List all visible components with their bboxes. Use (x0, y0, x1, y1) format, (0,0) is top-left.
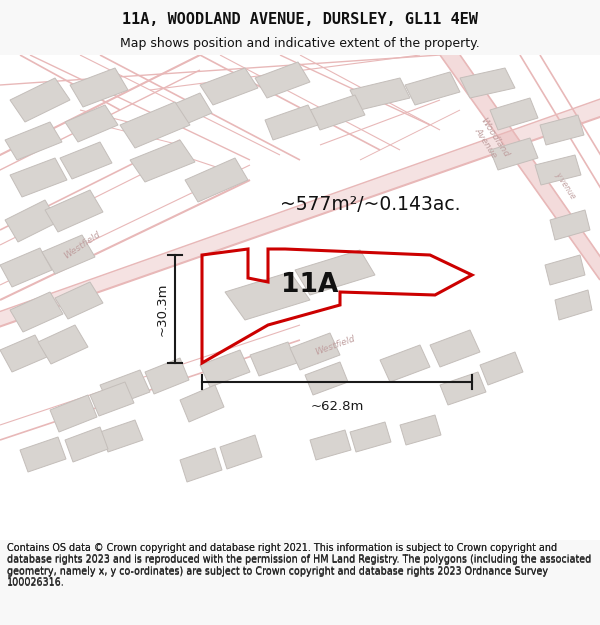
Polygon shape (70, 68, 128, 107)
Polygon shape (350, 422, 391, 452)
Polygon shape (180, 385, 224, 422)
Polygon shape (290, 333, 340, 370)
Polygon shape (65, 427, 108, 462)
Polygon shape (200, 350, 250, 387)
Polygon shape (145, 358, 189, 394)
Polygon shape (550, 210, 590, 240)
Text: Westfield: Westfield (314, 334, 356, 356)
Text: ~62.8m: ~62.8m (310, 400, 364, 413)
Polygon shape (0, 335, 47, 372)
Polygon shape (200, 68, 258, 105)
Polygon shape (350, 78, 410, 110)
Polygon shape (5, 122, 62, 160)
Polygon shape (10, 292, 63, 332)
Polygon shape (490, 138, 538, 170)
Polygon shape (5, 200, 58, 242)
Polygon shape (50, 395, 97, 432)
Polygon shape (480, 352, 523, 385)
Polygon shape (220, 435, 262, 469)
Text: Contains OS data © Crown copyright and database right 2021. This information is : Contains OS data © Crown copyright and d… (7, 543, 592, 588)
Polygon shape (255, 62, 310, 98)
Polygon shape (38, 325, 88, 364)
Polygon shape (265, 105, 318, 140)
Polygon shape (490, 98, 538, 130)
Polygon shape (545, 255, 585, 285)
Polygon shape (250, 342, 297, 376)
Text: Map shows position and indicative extent of the property.: Map shows position and indicative extent… (120, 38, 480, 51)
Text: y venue: y venue (553, 170, 577, 200)
Polygon shape (310, 430, 351, 460)
Polygon shape (130, 140, 195, 182)
Polygon shape (185, 158, 248, 202)
Polygon shape (100, 370, 150, 407)
Text: Woodland
Avenue: Woodland Avenue (470, 116, 510, 164)
Polygon shape (555, 290, 592, 320)
Polygon shape (535, 155, 581, 185)
Polygon shape (120, 102, 190, 148)
Polygon shape (400, 415, 441, 445)
Polygon shape (20, 437, 66, 472)
Text: 11A, WOODLAND AVENUE, DURSLEY, GL11 4EW: 11A, WOODLAND AVENUE, DURSLEY, GL11 4EW (122, 12, 478, 27)
Polygon shape (180, 448, 222, 482)
Polygon shape (10, 78, 70, 122)
Polygon shape (540, 115, 584, 145)
Polygon shape (460, 68, 515, 98)
Polygon shape (45, 190, 103, 232)
Polygon shape (65, 105, 118, 142)
Polygon shape (90, 382, 134, 416)
Polygon shape (0, 92, 600, 330)
Polygon shape (430, 330, 480, 367)
Polygon shape (405, 72, 460, 105)
Polygon shape (0, 248, 52, 287)
Text: Westfield: Westfield (62, 229, 102, 261)
Polygon shape (225, 272, 310, 320)
Text: 11A: 11A (281, 272, 338, 298)
Text: Contains OS data © Crown copyright and database right 2021. This information is : Contains OS data © Crown copyright and d… (7, 542, 592, 588)
Polygon shape (160, 93, 212, 130)
Polygon shape (100, 420, 143, 452)
Text: ~577m²/~0.143ac.: ~577m²/~0.143ac. (280, 196, 460, 214)
Polygon shape (60, 142, 112, 179)
Polygon shape (440, 55, 600, 285)
Polygon shape (380, 345, 430, 382)
Polygon shape (305, 362, 348, 395)
Text: ~30.3m: ~30.3m (155, 282, 169, 336)
Polygon shape (310, 95, 365, 130)
Polygon shape (440, 372, 486, 405)
Polygon shape (295, 250, 375, 295)
Polygon shape (42, 235, 95, 274)
Polygon shape (10, 158, 67, 197)
Polygon shape (55, 282, 103, 319)
